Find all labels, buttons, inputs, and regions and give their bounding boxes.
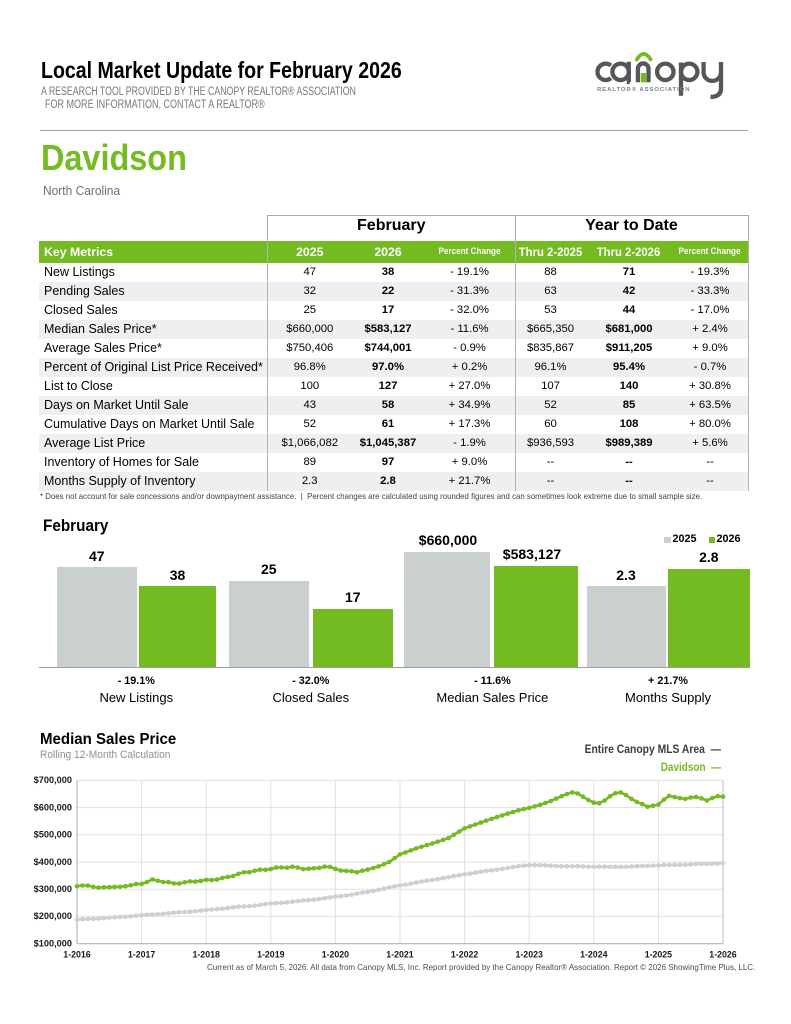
- svg-text:1-2019: 1-2019: [257, 949, 284, 959]
- svg-text:1-2016: 1-2016: [63, 949, 90, 959]
- svg-text:1-2018: 1-2018: [192, 949, 219, 959]
- svg-text:$700,000: $700,000: [34, 775, 72, 785]
- svg-text:1-2026: 1-2026: [709, 949, 736, 959]
- svg-text:1-2025: 1-2025: [645, 949, 672, 959]
- svg-text:1-2023: 1-2023: [515, 949, 542, 959]
- svg-text:1-2024: 1-2024: [580, 949, 607, 959]
- svg-text:1-2022: 1-2022: [451, 949, 478, 959]
- svg-text:$600,000: $600,000: [34, 802, 72, 812]
- svg-text:REALTOR® ASSOCIATION: REALTOR® ASSOCIATION: [597, 86, 691, 93]
- svg-text:$100,000: $100,000: [34, 938, 72, 948]
- svg-text:1-2017: 1-2017: [128, 949, 155, 959]
- svg-text:1-2021: 1-2021: [386, 949, 413, 959]
- svg-text:$400,000: $400,000: [34, 857, 72, 867]
- svg-text:1-2020: 1-2020: [322, 949, 349, 959]
- svg-text:$300,000: $300,000: [34, 884, 72, 894]
- svg-text:$500,000: $500,000: [34, 830, 72, 840]
- svg-text:$200,000: $200,000: [34, 911, 72, 921]
